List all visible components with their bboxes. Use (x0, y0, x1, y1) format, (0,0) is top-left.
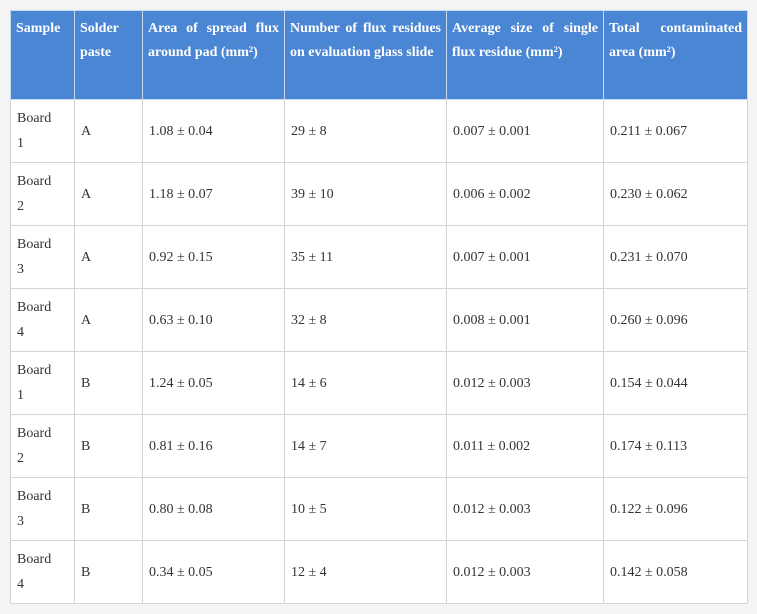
table-cell: Board 3 (10, 225, 75, 289)
table-cell: 0.154 ± 0.044 (603, 351, 748, 415)
table-cell: 0.012 ± 0.003 (446, 351, 604, 415)
table-row: Board 1 B 1.24 ± 0.05 14 ± 6 0.012 ± 0.003 0.… (10, 351, 748, 415)
table-cell: A (74, 225, 143, 289)
table-cell: 0.34 ± 0.05 (142, 540, 285, 604)
table-cell: 1.08 ± 0.04 (142, 99, 285, 163)
table-cell: A (74, 99, 143, 163)
table-cell: Board 3 (10, 477, 75, 541)
data-table: Sample Solder paste Area of spread flux ar… (10, 10, 748, 604)
table-cell: B (74, 351, 143, 415)
header-cell: Number of flux residues on evaluation gl… (284, 10, 447, 100)
table-cell: Board 4 (10, 288, 75, 352)
table-row: Board 4 A 0.63 ± 0.10 32 ± 8 0.008 ± 0.001 0.… (10, 288, 748, 352)
table-cell: 0.007 ± 0.001 (446, 225, 604, 289)
table-cell: 29 ± 8 (284, 99, 447, 163)
table-cell: 14 ± 7 (284, 414, 447, 478)
header-cell: Solder paste (74, 10, 143, 100)
table-cell: 1.24 ± 0.05 (142, 351, 285, 415)
table-row: Board 3 A 0.92 ± 0.15 35 ± 11 0.007 ± 0.001 0… (10, 225, 748, 289)
table-cell: Board 2 (10, 414, 75, 478)
table-cell: 35 ± 11 (284, 225, 447, 289)
table-cell: Board 1 (10, 99, 75, 163)
table-cell: 0.007 ± 0.001 (446, 99, 604, 163)
table-row: Board 3 B 0.80 ± 0.08 10 ± 5 0.012 ± 0.003 0.… (10, 477, 748, 541)
header-cell: Sample (10, 10, 75, 100)
table-cell: Board 4 (10, 540, 75, 604)
table-cell: 39 ± 10 (284, 162, 447, 226)
table-cell: A (74, 162, 143, 226)
table-cell: 0.63 ± 0.10 (142, 288, 285, 352)
table-cell: 0.231 ± 0.070 (603, 225, 748, 289)
header-cell: Area of spread flux around pad (mm²) (142, 10, 285, 100)
table-cell: B (74, 414, 143, 478)
table-cell: 0.012 ± 0.003 (446, 477, 604, 541)
table-cell: 32 ± 8 (284, 288, 447, 352)
table-cell: Board 2 (10, 162, 75, 226)
header-cell: Total contaminated area (mm²) (603, 10, 748, 100)
header-row: Sample Solder paste Area of spread flux ar… (10, 10, 748, 100)
table-cell: 0.008 ± 0.001 (446, 288, 604, 352)
table-row: Board 2 A 1.18 ± 0.07 39 ± 10 0.006 ± 0.002 0… (10, 162, 748, 226)
table-cell: 0.006 ± 0.002 (446, 162, 604, 226)
table-cell: 0.80 ± 0.08 (142, 477, 285, 541)
table-cell: 1.18 ± 0.07 (142, 162, 285, 226)
table-cell: 0.260 ± 0.096 (603, 288, 748, 352)
table-cell: 0.012 ± 0.003 (446, 540, 604, 604)
table-cell: B (74, 540, 143, 604)
table-cell: 0.211 ± 0.067 (603, 99, 748, 163)
table-cell: B (74, 477, 143, 541)
table-cell: 12 ± 4 (284, 540, 447, 604)
table-cell: 0.122 ± 0.096 (603, 477, 748, 541)
table-row: Board 2 B 0.81 ± 0.16 14 ± 7 0.011 ± 0.002 0.… (10, 414, 748, 478)
table-container: Sample Solder paste Area of spread flux ar… (10, 10, 748, 604)
table-cell: 0.81 ± 0.16 (142, 414, 285, 478)
table-cell: 0.174 ± 0.113 (603, 414, 748, 478)
table-cell: 0.011 ± 0.002 (446, 414, 604, 478)
table-row: Board 1 A 1.08 ± 0.04 29 ± 8 0.007 ± 0.001 0.… (10, 99, 748, 163)
table-body: Board 1 A 1.08 ± 0.04 29 ± 8 0.007 ± 0.001 0.… (10, 99, 748, 604)
table-cell: Board 1 (10, 351, 75, 415)
table-row: Board 4 B 0.34 ± 0.05 12 ± 4 0.012 ± 0.003 0.… (10, 540, 748, 604)
table-cell: 0.92 ± 0.15 (142, 225, 285, 289)
table-cell: 0.230 ± 0.062 (603, 162, 748, 226)
table-cell: 14 ± 6 (284, 351, 447, 415)
table-cell: 10 ± 5 (284, 477, 447, 541)
table-cell: 0.142 ± 0.058 (603, 540, 748, 604)
table-cell: A (74, 288, 143, 352)
header-cell: Average size of single flux residue (mm²… (446, 10, 604, 100)
